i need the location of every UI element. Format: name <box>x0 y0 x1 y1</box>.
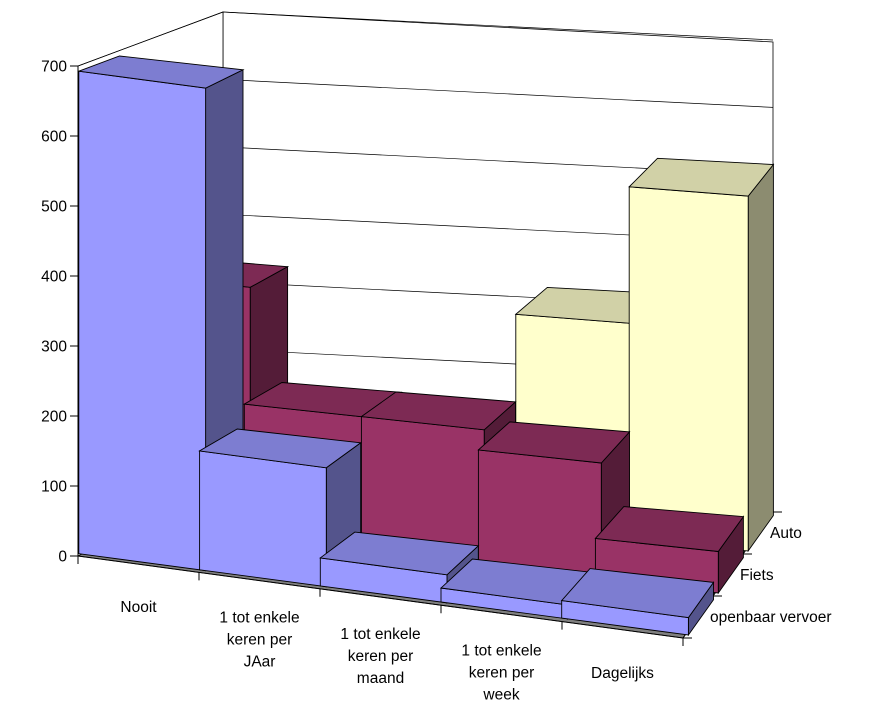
bar-front-face <box>199 450 327 588</box>
bar-front-face <box>628 186 749 552</box>
y-tick-label: 500 <box>41 199 67 216</box>
bar-top-face <box>319 531 480 576</box>
bar-openbaar-vervoer-2 <box>198 428 362 588</box>
bar-openbaar-vervoer-1 <box>78 55 245 572</box>
bar-top-face <box>360 391 517 431</box>
x-tick-label: JAar <box>244 654 276 671</box>
bar-top-face <box>560 568 715 619</box>
y-tick-label: 600 <box>41 129 67 146</box>
x-tick-label: 1 tot enkele <box>461 642 541 659</box>
x-tick-label: keren per <box>469 664 534 681</box>
bar-top-face <box>628 157 775 197</box>
bar-openbaar-vervoer-5 <box>560 568 715 637</box>
x-tick-label: maand <box>357 670 404 687</box>
bar-top-face <box>198 428 362 469</box>
x-tick-label: 1 tot enkele <box>340 626 420 643</box>
bar-top-face <box>594 506 745 552</box>
bar-front-face <box>477 449 602 581</box>
gridline <box>77 11 774 67</box>
x-tick-label: Nooit <box>120 599 157 616</box>
series-label: openbaar vervoer <box>710 609 832 626</box>
x-tick-label: week <box>482 686 519 703</box>
x-tick-label: 1 tot enkele <box>219 610 299 627</box>
bar-top-face <box>477 421 631 464</box>
y-tick-label: 200 <box>41 409 67 426</box>
series-label: Fiets <box>740 567 774 584</box>
x-axis-line <box>77 555 684 639</box>
bar-top-face <box>78 55 245 89</box>
y-tick-label: 400 <box>41 269 67 286</box>
y-tick-label: 300 <box>41 339 67 356</box>
bar-front-face <box>78 70 207 572</box>
y-tick-label: 700 <box>41 59 67 76</box>
bar-side-face <box>747 163 774 553</box>
bar-auto-5 <box>628 157 775 553</box>
y-tick-label: 0 <box>58 549 67 566</box>
x-tick-label: keren per <box>348 648 413 665</box>
y-tick-label: 100 <box>41 479 67 496</box>
x-tick-label: keren per <box>227 632 292 649</box>
x-tick-label: Dagelijks <box>591 665 654 682</box>
series-label: Auto <box>770 525 802 542</box>
